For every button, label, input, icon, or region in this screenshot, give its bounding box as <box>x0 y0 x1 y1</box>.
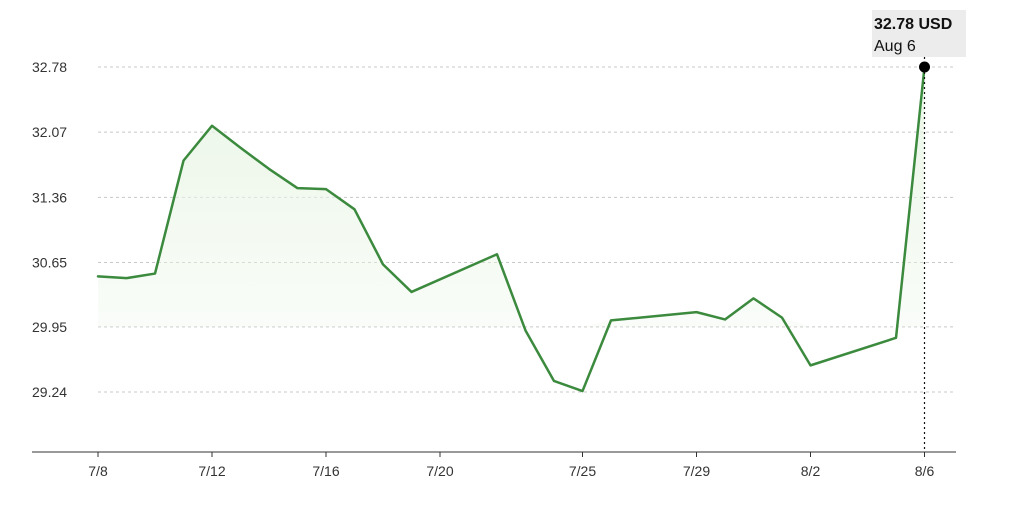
x-tick-label: 7/16 <box>312 463 339 479</box>
x-tick-label: 7/29 <box>683 463 710 479</box>
line-layer <box>96 65 926 393</box>
x-tick-label: 7/12 <box>198 463 225 479</box>
area-layer <box>98 67 925 327</box>
y-axis-labels: 29.24 29.95 30.65 31.36 32.07 32.78 <box>32 59 67 400</box>
y-tick-label: 29.95 <box>32 319 67 335</box>
y-tick-label: 31.36 <box>32 189 67 205</box>
area-fill <box>98 67 925 327</box>
y-tick-label: 32.78 <box>32 59 67 75</box>
x-tick-label: 7/25 <box>569 463 596 479</box>
y-tick-label: 30.65 <box>32 255 67 271</box>
tooltip-date: Aug 6 <box>874 38 916 55</box>
x-tick-label: 8/2 <box>801 463 821 479</box>
price-tooltip: 32.78 USD Aug 6 <box>872 10 966 57</box>
hover-layer <box>919 22 930 452</box>
tooltip-value: 32.78 USD <box>874 16 952 33</box>
y-tick-label: 29.24 <box>32 384 67 400</box>
price-line <box>96 65 926 393</box>
x-tick-label: 7/20 <box>426 463 453 479</box>
tooltip-background <box>872 10 966 57</box>
x-tick-label: 8/6 <box>915 463 935 479</box>
x-axis <box>32 451 956 457</box>
x-axis-labels: 7/8 7/12 7/16 7/20 7/25 7/29 8/2 8/6 <box>88 463 934 479</box>
grid-lines <box>98 66 956 393</box>
x-tick-label: 7/8 <box>88 463 108 479</box>
y-tick-label: 32.07 <box>32 124 67 140</box>
hover-point <box>919 61 930 73</box>
